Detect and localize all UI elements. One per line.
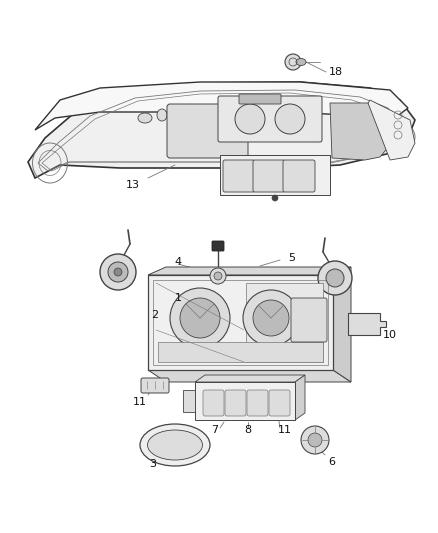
Text: 10: 10 xyxy=(383,330,397,340)
FancyBboxPatch shape xyxy=(239,94,281,104)
Polygon shape xyxy=(148,370,351,382)
Polygon shape xyxy=(158,342,323,362)
Polygon shape xyxy=(348,313,386,335)
Text: 11: 11 xyxy=(133,397,147,407)
Polygon shape xyxy=(220,155,330,195)
Circle shape xyxy=(285,54,301,70)
Text: 18: 18 xyxy=(329,67,343,77)
Circle shape xyxy=(180,298,220,338)
Polygon shape xyxy=(35,82,408,130)
Circle shape xyxy=(243,290,299,346)
Circle shape xyxy=(108,262,128,282)
Polygon shape xyxy=(333,267,351,382)
Circle shape xyxy=(301,426,329,454)
Circle shape xyxy=(318,261,352,295)
FancyBboxPatch shape xyxy=(225,390,246,416)
Polygon shape xyxy=(195,375,305,382)
Polygon shape xyxy=(330,103,390,160)
Circle shape xyxy=(253,300,289,336)
FancyBboxPatch shape xyxy=(223,160,255,192)
Polygon shape xyxy=(295,375,305,420)
Text: 8: 8 xyxy=(244,425,251,435)
Circle shape xyxy=(235,104,265,134)
FancyBboxPatch shape xyxy=(203,390,224,416)
FancyBboxPatch shape xyxy=(269,390,290,416)
FancyBboxPatch shape xyxy=(167,104,248,158)
Text: 1: 1 xyxy=(174,293,181,303)
Ellipse shape xyxy=(172,113,186,123)
Ellipse shape xyxy=(296,59,306,66)
Circle shape xyxy=(275,104,305,134)
FancyBboxPatch shape xyxy=(212,241,224,251)
FancyBboxPatch shape xyxy=(247,390,268,416)
Circle shape xyxy=(170,288,230,348)
Circle shape xyxy=(100,254,136,290)
Circle shape xyxy=(272,195,278,201)
Polygon shape xyxy=(246,283,323,362)
Text: 11: 11 xyxy=(278,425,292,435)
FancyBboxPatch shape xyxy=(218,96,322,142)
Ellipse shape xyxy=(157,109,167,121)
Ellipse shape xyxy=(148,430,202,460)
Text: 2: 2 xyxy=(152,310,159,320)
FancyBboxPatch shape xyxy=(283,160,315,192)
Text: 3: 3 xyxy=(149,459,156,469)
Text: 7: 7 xyxy=(212,425,219,435)
Polygon shape xyxy=(195,382,295,420)
FancyBboxPatch shape xyxy=(141,378,169,393)
Ellipse shape xyxy=(140,424,210,466)
Ellipse shape xyxy=(138,113,152,123)
Circle shape xyxy=(210,268,226,284)
Circle shape xyxy=(114,268,122,276)
Circle shape xyxy=(308,433,322,447)
Circle shape xyxy=(326,269,344,287)
FancyBboxPatch shape xyxy=(291,298,327,342)
FancyBboxPatch shape xyxy=(266,384,283,401)
Text: 6: 6 xyxy=(328,457,336,467)
FancyBboxPatch shape xyxy=(253,160,285,192)
Text: 4: 4 xyxy=(174,257,182,267)
Circle shape xyxy=(214,272,222,280)
Polygon shape xyxy=(148,267,351,275)
Text: 13: 13 xyxy=(126,180,140,190)
Polygon shape xyxy=(368,100,415,160)
Polygon shape xyxy=(148,275,333,370)
Text: 5: 5 xyxy=(289,253,296,263)
Polygon shape xyxy=(183,390,195,412)
Polygon shape xyxy=(28,82,415,178)
